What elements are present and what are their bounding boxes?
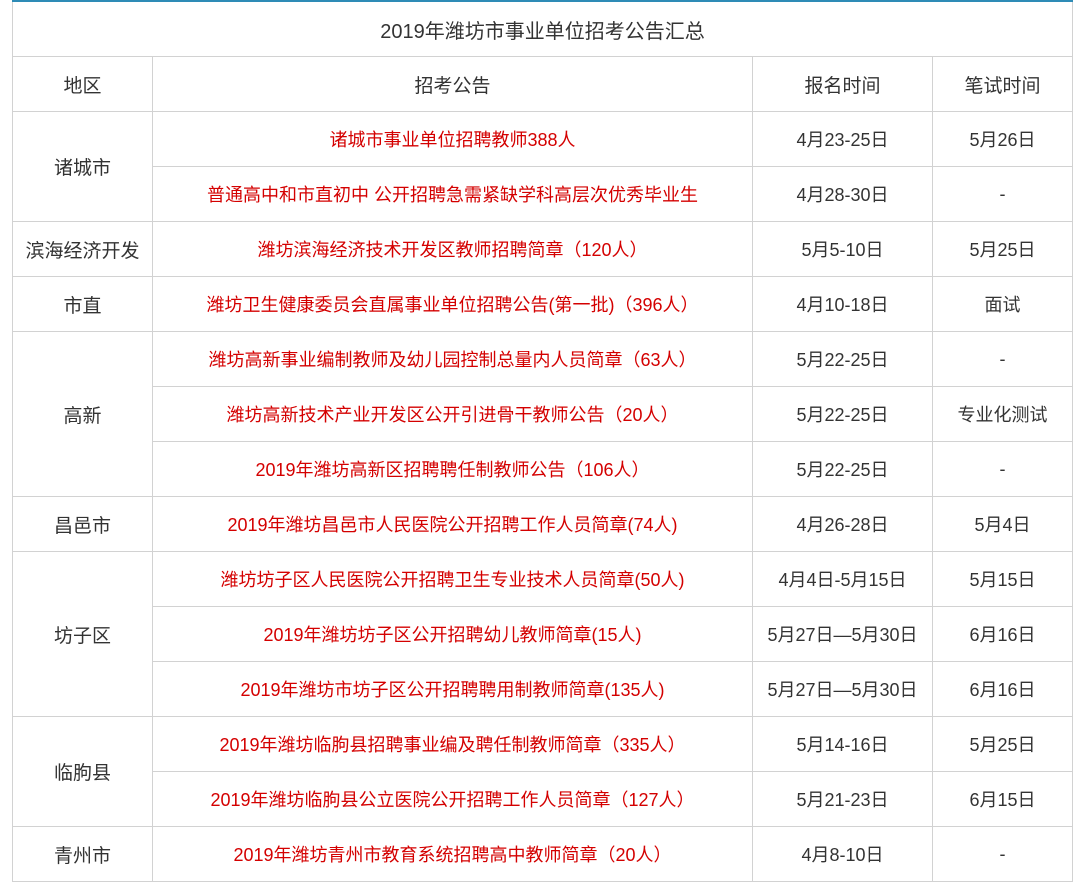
announcement-link[interactable]: 潍坊高新事业编制教师及幼儿园控制总量内人员简章（63人）	[153, 332, 753, 387]
table-row: 市直潍坊卫生健康委员会直属事业单位招聘公告(第一批)（396人）4月10-18日…	[13, 277, 1073, 332]
signup-date: 5月5-10日	[753, 222, 933, 277]
signup-date: 5月14-16日	[753, 717, 933, 772]
exam-date: 5月26日	[933, 112, 1073, 167]
recruitment-summary-table: 2019年潍坊市事业单位招考公告汇总地区招考公告报名时间笔试时间诸城市诸城市事业…	[12, 0, 1073, 882]
signup-date: 4月8-10日	[753, 827, 933, 882]
header-exam: 笔试时间	[933, 57, 1073, 112]
exam-date: -	[933, 332, 1073, 387]
announcement-link[interactable]: 2019年潍坊青州市教育系统招聘高中教师简章（20人）	[153, 827, 753, 882]
table-row: 普通高中和市直初中 公开招聘急需紧缺学科高层次优秀毕业生4月28-30日-	[13, 167, 1073, 222]
table-row: 潍坊高新技术产业开发区公开引进骨干教师公告（20人）5月22-25日专业化测试	[13, 387, 1073, 442]
table-row: 2019年潍坊坊子区公开招聘幼儿教师简章(15人)5月27日—5月30日6月16…	[13, 607, 1073, 662]
region-cell: 昌邑市	[13, 497, 153, 552]
region-cell: 青州市	[13, 827, 153, 882]
signup-date: 4月4日-5月15日	[753, 552, 933, 607]
region-cell: 诸城市	[13, 112, 153, 222]
announcement-link[interactable]: 普通高中和市直初中 公开招聘急需紧缺学科高层次优秀毕业生	[153, 167, 753, 222]
announcement-link[interactable]: 潍坊高新技术产业开发区公开引进骨干教师公告（20人）	[153, 387, 753, 442]
signup-date: 5月27日—5月30日	[753, 662, 933, 717]
exam-date: 6月16日	[933, 662, 1073, 717]
region-cell: 滨海经济开发	[13, 222, 153, 277]
table-row: 青州市2019年潍坊青州市教育系统招聘高中教师简章（20人）4月8-10日-	[13, 827, 1073, 882]
table-row: 2019年潍坊市坊子区公开招聘聘用制教师简章(135人)5月27日—5月30日6…	[13, 662, 1073, 717]
exam-date: -	[933, 442, 1073, 497]
announcement-link[interactable]: 潍坊卫生健康委员会直属事业单位招聘公告(第一批)（396人）	[153, 277, 753, 332]
header-signup: 报名时间	[753, 57, 933, 112]
exam-date: 专业化测试	[933, 387, 1073, 442]
announcement-link[interactable]: 2019年潍坊昌邑市人民医院公开招聘工作人员简章(74人)	[153, 497, 753, 552]
exam-date: 5月25日	[933, 222, 1073, 277]
signup-date: 5月22-25日	[753, 387, 933, 442]
exam-date: 面试	[933, 277, 1073, 332]
announcement-link[interactable]: 诸城市事业单位招聘教师388人	[153, 112, 753, 167]
signup-date: 4月26-28日	[753, 497, 933, 552]
region-cell: 临朐县	[13, 717, 153, 827]
exam-date: -	[933, 167, 1073, 222]
signup-date: 4月23-25日	[753, 112, 933, 167]
table-row: 2019年潍坊高新区招聘聘任制教师公告（106人）5月22-25日-	[13, 442, 1073, 497]
exam-date: 5月4日	[933, 497, 1073, 552]
table-row: 坊子区潍坊坊子区人民医院公开招聘卫生专业技术人员简章(50人)4月4日-5月15…	[13, 552, 1073, 607]
exam-date: 6月16日	[933, 607, 1073, 662]
table-row: 2019年潍坊临朐县公立医院公开招聘工作人员简章（127人）5月21-23日6月…	[13, 772, 1073, 827]
announcement-link[interactable]: 2019年潍坊市坊子区公开招聘聘用制教师简章(135人)	[153, 662, 753, 717]
header-region: 地区	[13, 57, 153, 112]
exam-date: 5月25日	[933, 717, 1073, 772]
announcement-link[interactable]: 2019年潍坊临朐县公立医院公开招聘工作人员简章（127人）	[153, 772, 753, 827]
table-row: 昌邑市2019年潍坊昌邑市人民医院公开招聘工作人员简章(74人)4月26-28日…	[13, 497, 1073, 552]
signup-date: 5月21-23日	[753, 772, 933, 827]
region-cell: 坊子区	[13, 552, 153, 717]
announcement-link[interactable]: 2019年潍坊高新区招聘聘任制教师公告（106人）	[153, 442, 753, 497]
exam-date: -	[933, 827, 1073, 882]
region-cell: 市直	[13, 277, 153, 332]
table-row: 高新潍坊高新事业编制教师及幼儿园控制总量内人员简章（63人）5月22-25日-	[13, 332, 1073, 387]
region-cell: 高新	[13, 332, 153, 497]
announcement-link[interactable]: 2019年潍坊坊子区公开招聘幼儿教师简章(15人)	[153, 607, 753, 662]
announcement-link[interactable]: 2019年潍坊临朐县招聘事业编及聘任制教师简章（335人）	[153, 717, 753, 772]
header-announcement: 招考公告	[153, 57, 753, 112]
exam-date: 5月15日	[933, 552, 1073, 607]
table-row: 滨海经济开发潍坊滨海经济技术开发区教师招聘简章（120人）5月5-10日5月25…	[13, 222, 1073, 277]
table-row: 临朐县2019年潍坊临朐县招聘事业编及聘任制教师简章（335人）5月14-16日…	[13, 717, 1073, 772]
signup-date: 5月22-25日	[753, 442, 933, 497]
signup-date: 5月27日—5月30日	[753, 607, 933, 662]
exam-date: 6月15日	[933, 772, 1073, 827]
signup-date: 4月10-18日	[753, 277, 933, 332]
announcement-link[interactable]: 潍坊坊子区人民医院公开招聘卫生专业技术人员简章(50人)	[153, 552, 753, 607]
table-title: 2019年潍坊市事业单位招考公告汇总	[13, 1, 1073, 57]
signup-date: 5月22-25日	[753, 332, 933, 387]
signup-date: 4月28-30日	[753, 167, 933, 222]
table-row: 诸城市诸城市事业单位招聘教师388人4月23-25日5月26日	[13, 112, 1073, 167]
announcement-link[interactable]: 潍坊滨海经济技术开发区教师招聘简章（120人）	[153, 222, 753, 277]
